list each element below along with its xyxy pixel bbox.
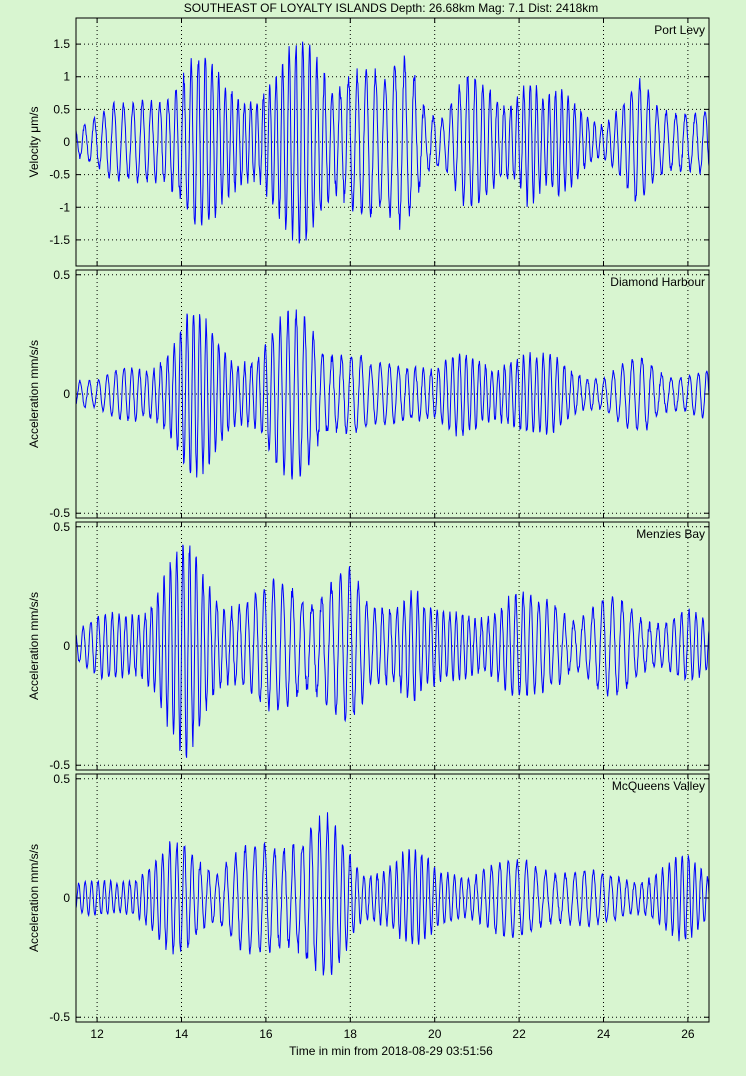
- panel-0: 1.5 1 0.5 0 -0.5 -1 -1.5 Port Levy Velocity μm/s: [27, 17, 710, 267]
- y-tick-label: -0.5: [49, 168, 70, 182]
- station-label: Diamond Harbour: [610, 275, 705, 289]
- figure-title: SOUTHEAST OF LOYALTY ISLANDS Depth: 26.6…: [184, 1, 599, 15]
- panel-3: 0.5 0 -0.5 McQueens Valley Acceleration mm/s…: [27, 772, 710, 1041]
- axes-frame: [75, 773, 710, 1023]
- x-tick-label: 22: [512, 1027, 526, 1041]
- y-tick-label: -0.5: [49, 758, 70, 772]
- y-tick-label: 0.5: [53, 268, 70, 282]
- y-tick-label: 0.5: [53, 102, 70, 116]
- y-axis-label: Acceleration mm/s/s: [27, 340, 41, 448]
- x-tick-label: 20: [428, 1027, 442, 1041]
- y-axis-label: Velocity μm/s: [27, 107, 41, 178]
- y-tick-label: 0.5: [53, 520, 70, 534]
- x-tick-label: 18: [344, 1027, 358, 1041]
- y-tick-label: -0.5: [49, 1010, 70, 1024]
- axes-frame: [75, 269, 710, 519]
- y-tick-label: 1.5: [53, 37, 70, 51]
- waveform-trace: [75, 544, 710, 758]
- y-axis-label: Acceleration mm/s/s: [27, 844, 41, 952]
- waveform-trace: [75, 41, 710, 244]
- y-tick-label: -0.5: [49, 506, 70, 520]
- y-tick-label: 0: [63, 135, 70, 149]
- panel-2: 0.5 0 -0.5 Menzies Bay Acceleration mm/s/s: [27, 520, 710, 772]
- station-label: McQueens Valley: [612, 779, 705, 793]
- x-tick-label: 24: [597, 1027, 611, 1041]
- x-tick-label: 12: [90, 1027, 104, 1041]
- y-tick-label: -1: [59, 200, 70, 214]
- y-tick-label: 0.5: [53, 772, 70, 786]
- panel-1: 0.5 0 -0.5 Diamond Harbour Acceleration mm/s…: [27, 268, 710, 520]
- y-axis-label: Acceleration mm/s/s: [27, 592, 41, 700]
- y-tick-label: 0: [63, 387, 70, 401]
- station-label: Port Levy: [654, 23, 705, 37]
- panels: 1.5 1 0.5 0 -0.5 -1 -1.5 Port Levy Velocity μm/s…: [27, 17, 710, 1041]
- waveform-trace: [75, 812, 710, 976]
- y-tick-label: 0: [63, 639, 70, 653]
- y-tick-label: -1.5: [49, 233, 70, 247]
- station-label: Menzies Bay: [636, 527, 705, 541]
- x-tick-label: 26: [681, 1027, 695, 1041]
- x-axis-label: Time in min from 2018-08-29 03:51:56: [289, 1044, 493, 1058]
- axes-frame: [75, 521, 710, 771]
- y-tick-label: 0: [63, 891, 70, 905]
- axes-frame: [75, 17, 710, 267]
- x-tick-label: 14: [175, 1027, 189, 1041]
- waveform-trace: [75, 309, 710, 480]
- x-tick-label: 16: [259, 1027, 273, 1041]
- y-tick-label: 1: [63, 70, 70, 84]
